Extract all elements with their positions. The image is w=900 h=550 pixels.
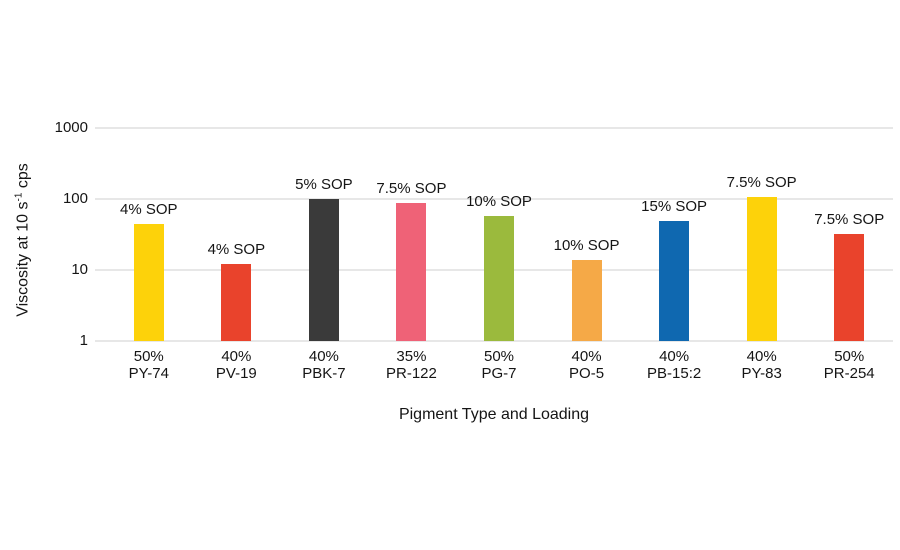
- bar-annotation: 10% SOP: [466, 192, 532, 210]
- bar-annotation: 4% SOP: [207, 241, 266, 259]
- bar-annotation: 7.5% SOP: [726, 173, 797, 191]
- y-axis-title-superscript: -1: [13, 192, 25, 202]
- x-tick-pigment: PR-254: [823, 365, 875, 382]
- x-tick-loading: 40%: [221, 348, 252, 365]
- x-tick-loading: 50%: [133, 348, 164, 365]
- bar-annotation: 7.5% SOP: [814, 211, 885, 229]
- y-tick-label: 10: [71, 261, 88, 278]
- y-axis-title: Viscosity at 10 s-1 cps: [13, 163, 32, 317]
- bar-pg-7: [484, 215, 514, 341]
- y-tick-label: 100: [62, 190, 88, 207]
- bar-py-83: [746, 196, 777, 341]
- bar-annotation: 5% SOP: [295, 176, 353, 193]
- x-tick-loading: 40%: [308, 348, 339, 365]
- bar-pr-122: [396, 202, 427, 341]
- x-tick-pigment: PY-74: [128, 365, 169, 382]
- bar-po-5: [571, 259, 602, 341]
- y-axis-title-text: Viscosity at 10 s: [14, 201, 32, 317]
- x-tick-pigment: PO-5: [569, 365, 605, 382]
- gridline: [95, 198, 893, 200]
- bar-pv-19: [221, 264, 252, 341]
- x-tick-label: 40% PB-15:2: [626, 348, 722, 382]
- bar-annotation: 4% SOP: [120, 200, 178, 218]
- x-tick-loading: 50%: [483, 348, 515, 365]
- x-tick-pigment: PBK-7: [302, 365, 346, 382]
- bar-annotation: 7.5% SOP: [376, 179, 447, 197]
- x-tick-label: 50% PG-7: [451, 348, 547, 382]
- x-tick-label: 50% PY-74: [101, 348, 197, 382]
- x-tick-loading: 40%: [746, 348, 777, 365]
- x-tick-pigment: PY-83: [741, 365, 782, 382]
- y-axis-title-suffix: cps: [14, 163, 32, 193]
- y-tick-label: 1: [79, 332, 88, 349]
- y-tick-label: 1000: [54, 119, 88, 136]
- bar-pbk-7: [308, 199, 339, 341]
- bar-pb-15-2: [659, 221, 690, 341]
- x-axis-title: Pigment Type and Loading: [398, 406, 590, 423]
- x-tick-label: 50% PR-254: [801, 348, 897, 382]
- x-tick-loading: 40%: [659, 348, 690, 365]
- x-tick-loading: 50%: [834, 348, 865, 365]
- x-tick-label: 35% PR-122: [363, 348, 459, 382]
- x-tick-pigment: PV-19: [215, 365, 257, 382]
- bar-annotation: 10% SOP: [553, 236, 620, 254]
- x-tick-label: 40% PV-19: [188, 348, 284, 382]
- x-tick-label: 40% PBK-7: [276, 348, 372, 382]
- x-tick-pigment: PB-15:2: [647, 365, 702, 382]
- bar-annotation: 15% SOP: [641, 198, 708, 215]
- x-tick-loading: 35%: [396, 348, 427, 365]
- x-tick-pigment: PG-7: [481, 365, 517, 382]
- x-tick-loading: 40%: [571, 348, 602, 365]
- gridline: [95, 127, 893, 129]
- gridline: [95, 340, 893, 342]
- x-tick-pigment: PR-122: [386, 365, 437, 382]
- bar-py-74: [133, 223, 164, 341]
- x-tick-label: 40% PY-83: [714, 348, 810, 382]
- bar-pr-254: [834, 234, 865, 341]
- x-tick-label: 40% PO-5: [539, 348, 635, 382]
- plot-area: 4% SOP 4% SOP 5% SOP 7.5% SOP 10% SOP 10% SOP…: [95, 127, 893, 342]
